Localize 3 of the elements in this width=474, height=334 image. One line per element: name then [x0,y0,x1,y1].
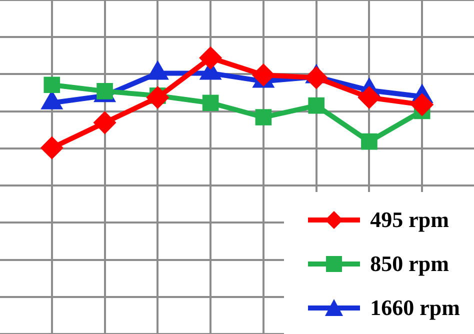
legend-label: 1660 rpm [370,295,460,321]
legend-label: 850 rpm [370,251,449,277]
legend-label: 495 rpm [370,207,449,233]
